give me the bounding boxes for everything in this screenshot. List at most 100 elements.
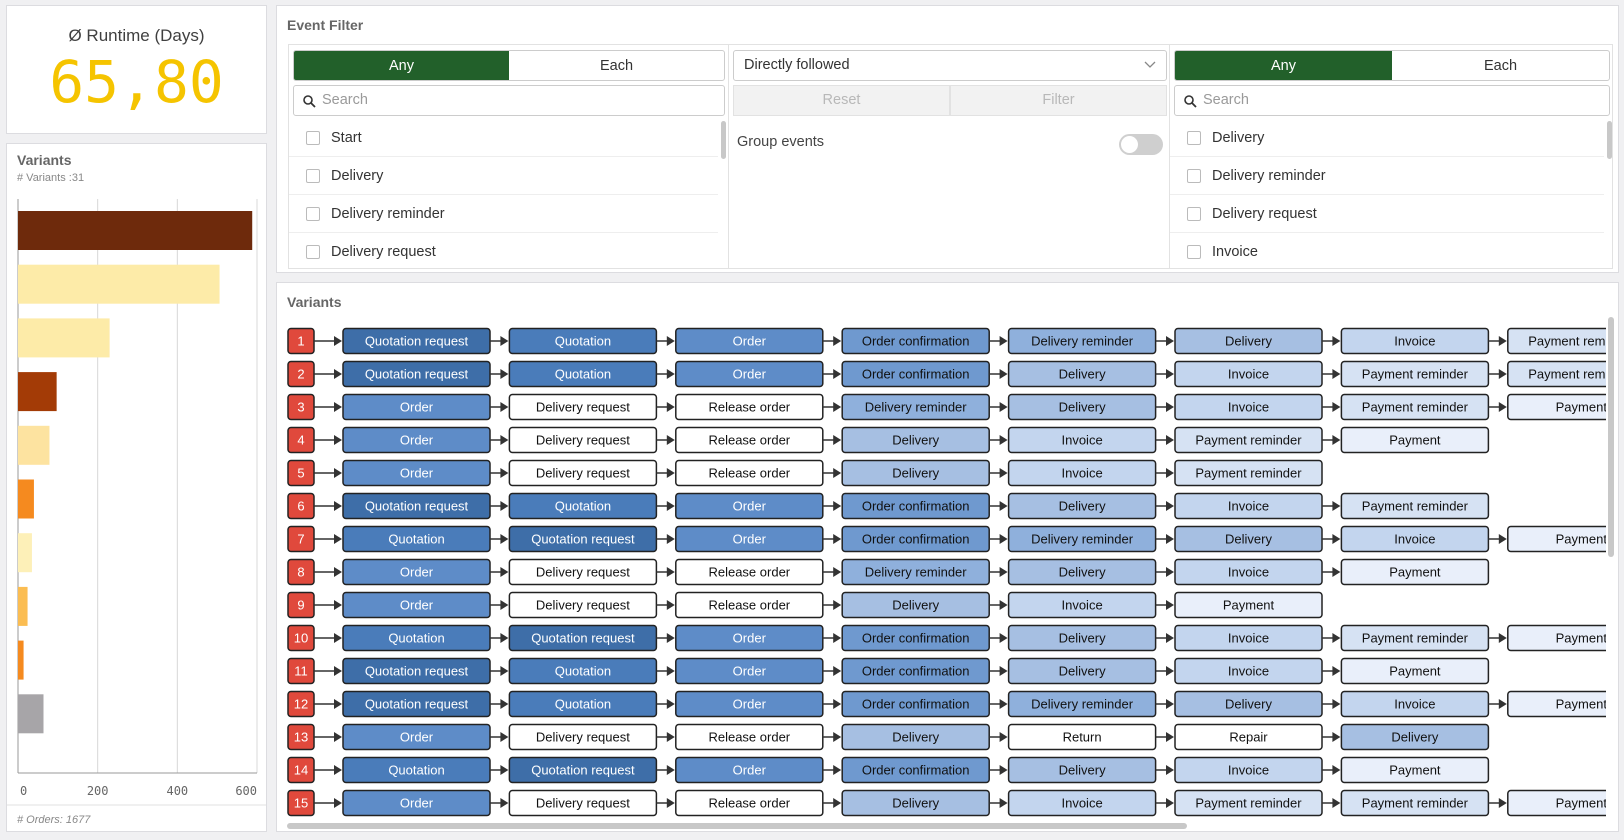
arrow-head xyxy=(833,501,842,511)
step-label: Delivery request xyxy=(536,466,630,481)
step-label: Release order xyxy=(708,433,790,448)
step-box[interactable] xyxy=(1174,591,1323,619)
mode-button[interactable]: Any xyxy=(294,51,509,80)
step-box[interactable] xyxy=(1507,624,1618,652)
step-box[interactable] xyxy=(1507,327,1618,355)
step-box[interactable] xyxy=(1174,459,1323,487)
step-label: Payment xyxy=(1223,598,1275,613)
variant-number: 12 xyxy=(294,697,308,712)
step-label: Release order xyxy=(708,598,790,613)
arrow-head xyxy=(334,600,342,610)
step-label: Invoice xyxy=(1228,664,1269,679)
horizontal-scrollbar[interactable] xyxy=(287,823,1187,829)
step-label: Order xyxy=(733,763,767,778)
step-label: Quotation request xyxy=(365,334,469,349)
step-label: Order xyxy=(400,433,434,448)
arrow-head xyxy=(666,732,675,742)
switch-knob xyxy=(1121,136,1138,153)
step-label: Payment xyxy=(1389,664,1441,679)
group-switch[interactable] xyxy=(1119,134,1163,155)
target-column: Any Each Search Delivery Delivery reminder De… xyxy=(1170,45,1612,268)
event-item[interactable]: Start xyxy=(289,119,718,157)
search-box[interactable]: Search xyxy=(293,85,725,116)
step-label: Order xyxy=(400,466,434,481)
reset-button[interactable]: Reset xyxy=(733,85,950,116)
step-label: Payment reminder xyxy=(1195,466,1302,481)
arrow-head xyxy=(833,369,842,379)
chevron xyxy=(1144,61,1156,68)
event-item[interactable]: Delivery reminder xyxy=(1170,157,1604,195)
event-item[interactable]: Delivery xyxy=(1170,119,1604,157)
icon-part xyxy=(303,95,313,105)
arrow-head xyxy=(500,435,509,445)
arrow-head xyxy=(1498,633,1507,643)
arrow-head xyxy=(1166,501,1174,511)
arrow-head xyxy=(1166,798,1174,808)
step-label: Invoice xyxy=(1394,697,1435,712)
arrow-head xyxy=(1332,765,1341,775)
event-label: Delivery reminder xyxy=(1212,168,1326,184)
step-box[interactable] xyxy=(1340,558,1490,586)
bar xyxy=(18,586,28,626)
arrow-head xyxy=(666,600,675,610)
arrow-head xyxy=(334,567,342,577)
source-column: Any Each Search Start Delivery Delivery remin… xyxy=(289,45,729,268)
step-label: Repair xyxy=(1229,730,1268,745)
arrow-head xyxy=(1166,435,1174,445)
vertical-scrollbar[interactable] xyxy=(1608,317,1614,557)
arrow-head xyxy=(833,534,842,544)
step-label: Order xyxy=(400,796,434,811)
step-label: Order confirmation xyxy=(862,367,970,382)
step-box[interactable] xyxy=(1340,492,1490,520)
checkbox xyxy=(306,245,320,259)
step-box[interactable] xyxy=(1507,789,1618,817)
arrow-head xyxy=(1332,501,1341,511)
arrow-head xyxy=(1498,798,1507,808)
step-label: Delivery reminder xyxy=(865,565,968,580)
event-item[interactable]: Delivery request xyxy=(289,233,718,268)
checkbox xyxy=(306,207,320,221)
step-box[interactable] xyxy=(1340,657,1490,685)
step-label: Delivery xyxy=(1391,730,1438,745)
variant-number: 1 xyxy=(297,334,304,349)
mode-button[interactable]: Each xyxy=(1483,58,1518,74)
arrow-head xyxy=(666,501,675,511)
step-label: Delivery reminder xyxy=(1031,697,1134,712)
arrow-head xyxy=(1332,699,1341,709)
search-box[interactable]: Search xyxy=(1174,85,1610,116)
event-label: Delivery reminder xyxy=(331,206,445,222)
arrow-head xyxy=(666,699,675,709)
event-label: Invoice xyxy=(1212,244,1258,260)
event-item[interactable]: Delivery reminder xyxy=(289,195,718,233)
step-box[interactable] xyxy=(1340,756,1490,784)
mode-button[interactable]: Each xyxy=(599,58,634,74)
arrow-head xyxy=(334,633,342,643)
step-box[interactable] xyxy=(1507,393,1618,421)
step-label: Delivery xyxy=(1059,631,1106,646)
relation-dropdown[interactable]: Directly followed xyxy=(733,50,1167,81)
step-box[interactable] xyxy=(1507,525,1618,553)
filter-box: Any Each Search Start Delivery Delivery remin… xyxy=(288,44,1613,269)
step-label: Delivery xyxy=(892,466,939,481)
arrow-head xyxy=(999,600,1008,610)
step-box[interactable] xyxy=(1340,723,1490,751)
arrow-head xyxy=(999,435,1008,445)
step-box[interactable] xyxy=(1507,690,1618,718)
event-item[interactable]: Delivery request xyxy=(1170,195,1604,233)
step-box[interactable] xyxy=(1507,360,1618,388)
arrow-head xyxy=(334,534,342,544)
x-tick-label: 400 xyxy=(166,784,188,798)
arrow-head xyxy=(500,732,509,742)
event-item[interactable]: Delivery xyxy=(289,157,718,195)
step-label: Order confirmation xyxy=(862,532,970,547)
step-box[interactable] xyxy=(1340,426,1490,454)
event-item[interactable]: Invoice xyxy=(1170,233,1604,268)
event-label: Delivery xyxy=(331,168,384,184)
mode-button[interactable]: Any xyxy=(1175,51,1392,80)
step-label: Payment reminder xyxy=(1528,334,1618,349)
step-label: Payment xyxy=(1556,631,1608,646)
arrow-head xyxy=(500,468,509,478)
filter-button[interactable]: Filter xyxy=(950,85,1167,116)
list-scrollbar xyxy=(721,121,726,159)
arrow-head xyxy=(1332,435,1341,445)
